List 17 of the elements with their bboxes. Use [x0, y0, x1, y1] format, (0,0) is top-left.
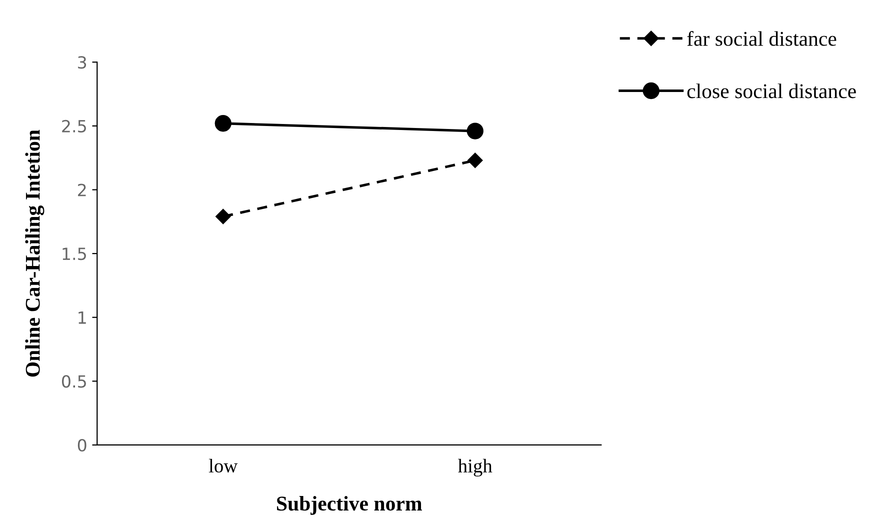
y-tick-label: 0.5 — [62, 375, 86, 388]
point — [468, 152, 483, 168]
y-tick-label: 2.5 — [62, 120, 86, 133]
x-axis-title: Subjective norm — [277, 496, 422, 515]
y-tick-label: 1 — [78, 312, 86, 324]
point — [214, 115, 232, 132]
y-tick-label: 2 — [78, 184, 86, 196]
point — [216, 208, 231, 224]
y-tick-label: 0 — [78, 438, 86, 452]
y-tick-label: 3 — [78, 56, 86, 69]
y-tick-label: 1.5 — [62, 248, 86, 260]
x-tick-label: low — [208, 458, 238, 473]
legend-label: close social distance — [687, 84, 856, 98]
point — [466, 122, 484, 140]
legend-label: far social distance — [687, 31, 836, 46]
y-axis-title: Online Car-Hailing Intetion — [25, 130, 44, 377]
x-tick-label: high — [458, 458, 492, 477]
